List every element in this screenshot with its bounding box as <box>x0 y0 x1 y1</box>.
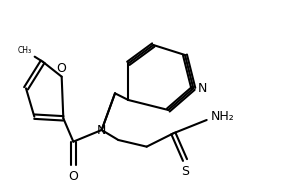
Text: N: N <box>197 82 207 95</box>
Text: S: S <box>181 165 189 178</box>
Text: N: N <box>97 123 106 137</box>
Text: O: O <box>69 170 78 183</box>
Text: NH₂: NH₂ <box>211 111 235 123</box>
Text: O: O <box>57 62 67 75</box>
Text: CH₃: CH₃ <box>18 46 32 55</box>
